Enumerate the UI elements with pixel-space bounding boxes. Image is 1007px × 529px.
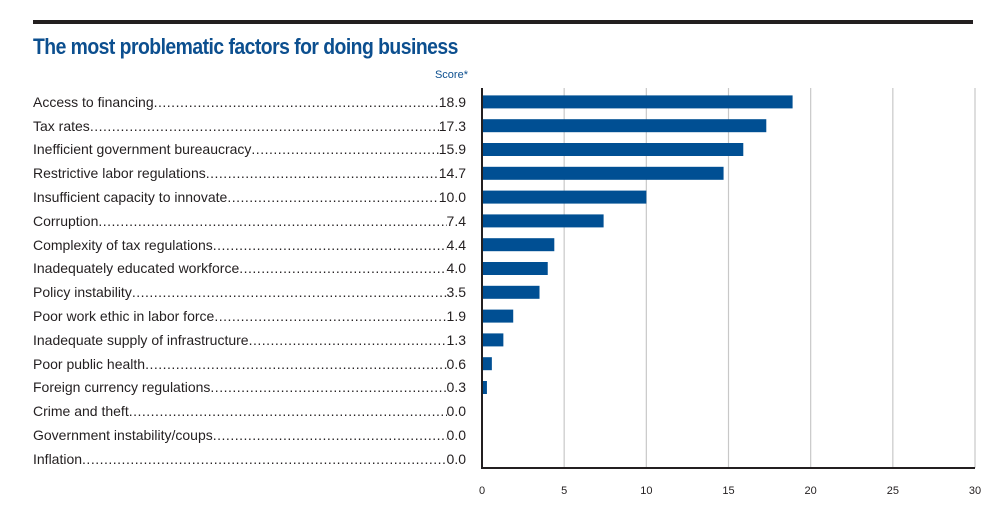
bar — [482, 166, 724, 180]
category-label: Insufficient capacity to innovate — [33, 189, 228, 206]
x-tick-label: 15 — [722, 485, 734, 497]
bar — [482, 238, 555, 252]
bar — [482, 357, 492, 371]
category-row: Foreign currency regulations 0.3 — [33, 376, 466, 400]
category-row: Inflation 0.0 — [33, 447, 466, 471]
value-label: 0.0 — [446, 427, 466, 444]
x-tick-label: 5 — [561, 485, 567, 497]
category-row: Policy instability 3.5 — [33, 280, 466, 304]
category-row: Government instability/coups 0.0 — [33, 423, 466, 447]
category-label: Inadequate supply of infrastructure — [33, 331, 249, 348]
category-label: Crime and theft — [33, 403, 129, 420]
bar — [482, 190, 647, 204]
category-row: Inadequate supply of infrastructure 1.3 — [33, 328, 466, 352]
value-label: 0.0 — [446, 403, 466, 420]
value-label: 10.0 — [438, 189, 466, 206]
category-label: Foreign currency regulations — [33, 379, 211, 396]
value-label: 1.9 — [446, 308, 466, 325]
top-rule — [33, 20, 973, 24]
x-tick-label: 25 — [887, 485, 899, 497]
category-row: Inadequately educated workforce 4.0 — [33, 257, 466, 281]
category-label: Poor work ethic in labor force — [33, 308, 215, 325]
category-label: Government instability/coups — [33, 427, 213, 444]
category-label: Tax rates — [33, 117, 90, 134]
bar — [482, 333, 504, 347]
value-label: 7.4 — [446, 212, 466, 229]
x-tick-label: 0 — [479, 485, 485, 497]
x-tick-label: 30 — [969, 485, 981, 497]
value-label: 0.3 — [446, 379, 466, 396]
category-row: Restrictive labor regulations 14.7 — [33, 161, 466, 185]
x-tick-label: 20 — [805, 485, 817, 497]
score-header: Score* — [434, 69, 468, 81]
category-label: Poor public health — [33, 355, 146, 372]
value-label: 14.7 — [438, 165, 466, 182]
bar — [482, 95, 793, 109]
category-row: Corruption 7.4 — [33, 209, 466, 233]
bar — [482, 119, 767, 133]
bar — [482, 214, 604, 228]
bar — [482, 285, 540, 299]
category-label: Corruption — [33, 212, 99, 229]
chart-title: The most problematic factors for doing b… — [33, 34, 458, 59]
value-label: 17.3 — [438, 117, 466, 134]
category-row: Insufficient capacity to innovate 10.0 — [33, 185, 466, 209]
value-label: 1.3 — [446, 331, 466, 348]
category-label: Inefficient government bureaucracy — [33, 141, 252, 158]
value-label: 4.4 — [446, 236, 466, 253]
category-label: Inadequately educated workforce — [33, 260, 240, 277]
value-label: 0.0 — [446, 450, 466, 467]
bar — [482, 262, 548, 275]
category-row: Complexity of tax regulations 4.4 — [33, 233, 466, 257]
category-label: Inflation — [33, 450, 83, 467]
category-labels: Access to financing 18.9 Tax rates 17.3 Inef… — [33, 90, 466, 471]
category-label: Policy instability — [33, 284, 132, 301]
value-label: 3.5 — [446, 284, 466, 301]
value-label: 18.9 — [438, 93, 466, 110]
bar — [482, 381, 487, 394]
bar — [482, 143, 744, 156]
category-row: Tax rates 17.3 — [33, 114, 466, 138]
category-row: Poor work ethic in labor force 1.9 — [33, 304, 466, 328]
category-row: Access to financing 18.9 — [33, 90, 466, 114]
value-label: 0.6 — [446, 355, 466, 372]
category-label: Complexity of tax regulations — [33, 236, 213, 253]
category-row: Poor public health 0.6 — [33, 352, 466, 376]
value-label: 4.0 — [446, 260, 466, 277]
category-label: Access to financing — [33, 93, 154, 110]
x-tick-label: 10 — [640, 485, 652, 497]
category-label: Restrictive labor regulations — [33, 165, 206, 182]
category-row: Inefficient government bureaucracy 15.9 — [33, 138, 466, 162]
bar — [482, 309, 514, 323]
value-label: 15.9 — [438, 141, 466, 158]
category-row: Crime and theft 0.0 — [33, 399, 466, 423]
